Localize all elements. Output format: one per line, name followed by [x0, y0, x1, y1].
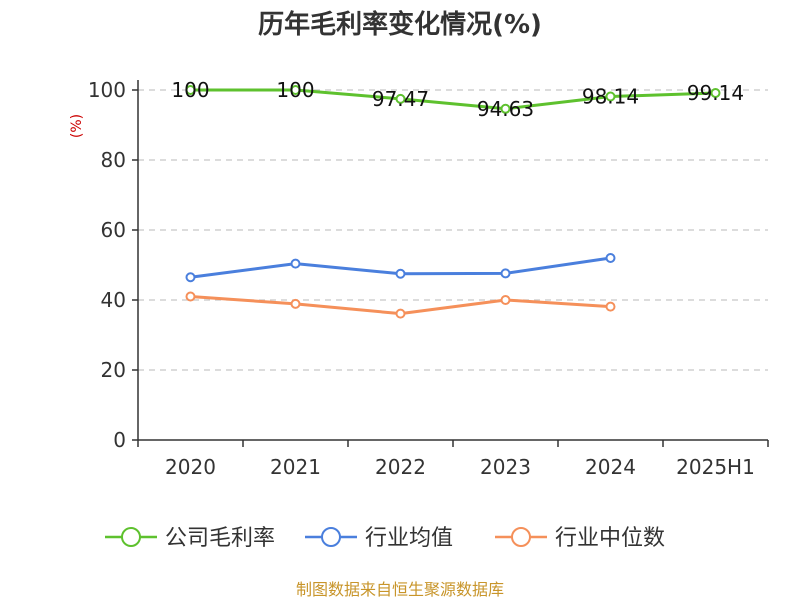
y-tick-label: 100: [88, 78, 126, 102]
y-tick-label: 60: [101, 218, 126, 242]
legend-item-2[interactable]: 行业中位数: [495, 526, 665, 551]
x-tick-label: 2024: [585, 455, 636, 479]
series-layer: [185, 85, 721, 319]
x-tick-label: 2023: [480, 455, 531, 479]
data-point: [605, 253, 616, 263]
x-tick-label: 2020: [165, 455, 216, 479]
legend-marker: [121, 527, 141, 547]
data-point: [185, 291, 196, 302]
data-point: [500, 103, 511, 114]
data-point: [500, 268, 511, 279]
y-tick-label: 40: [101, 288, 126, 312]
legend-label: 行业中位数: [555, 526, 665, 551]
x-tick-label: 2021: [270, 455, 321, 479]
legend-marker: [511, 527, 531, 547]
data-point: [395, 268, 406, 279]
data-point: [290, 85, 301, 95]
data-point: [395, 308, 406, 319]
y-tick-label: 20: [101, 358, 126, 382]
legend-label: 公司毛利率: [165, 526, 275, 551]
data-label: 99.14: [687, 81, 744, 105]
data-label: 100: [276, 78, 314, 102]
data-point: [605, 91, 616, 102]
data-label: 94.63: [477, 97, 534, 121]
y-tick-label: 80: [101, 148, 126, 172]
legend-marker: [321, 527, 341, 547]
data-point: [185, 85, 196, 95]
data-point: [290, 298, 301, 309]
legend[interactable]: 公司毛利率 行业均值 行业中位数: [105, 526, 665, 551]
data-label: 98.14: [582, 85, 639, 109]
data-point: [395, 93, 406, 104]
chart-title: 历年毛利率变化情况(%): [258, 9, 542, 40]
axes: 0 20 40 60 80 100 2020 2021 2022 2023 2024 2025H1: [88, 78, 769, 479]
y-tick-label: 0: [113, 428, 126, 452]
data-point: [500, 295, 511, 305]
source-note: 制图数据来自恒生聚源数据库: [296, 580, 504, 599]
data-label: 97.47: [372, 87, 429, 111]
legend-item-1[interactable]: 行业均值: [305, 526, 453, 551]
legend-label: 行业均值: [365, 526, 453, 551]
series-line-0: [190, 88, 716, 111]
x-tick-label: 2025H1: [676, 455, 755, 479]
legend-item-0[interactable]: 公司毛利率: [105, 526, 275, 551]
y-axis-label: (%): [69, 114, 85, 138]
grid: [138, 89, 768, 371]
data-label: 100: [171, 78, 209, 102]
data-point: [605, 301, 616, 312]
data-point: [710, 88, 721, 99]
data-point: [185, 272, 196, 283]
data-labels: 100 100 97.47 94.63 98.14 99.14: [171, 78, 744, 121]
x-tick-label: 2022: [375, 455, 426, 479]
data-point: [290, 258, 301, 269]
